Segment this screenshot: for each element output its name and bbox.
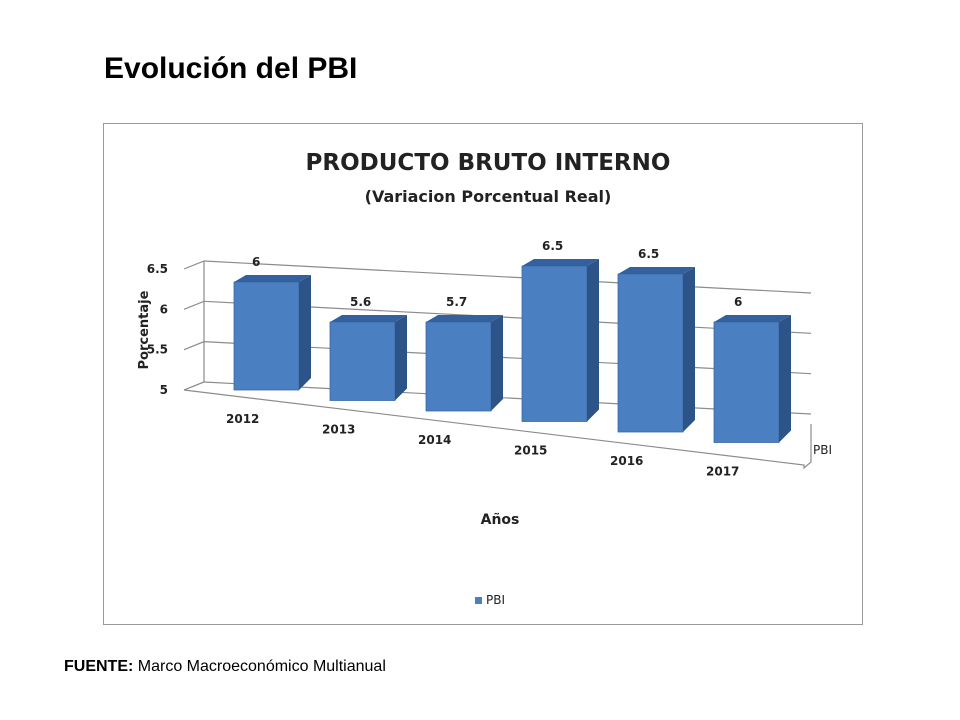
category-label: 2014 xyxy=(418,433,451,447)
legend-label: PBI xyxy=(486,593,505,607)
data-label: 6 xyxy=(252,255,260,269)
bar-top xyxy=(618,267,695,274)
bar-front xyxy=(617,273,684,433)
category-label: 2016 xyxy=(610,454,643,468)
source-text: Marco Macroeconómico Multianual xyxy=(137,658,386,675)
bar-side xyxy=(587,259,599,422)
bar-front xyxy=(233,281,300,391)
category-label: 2012 xyxy=(226,412,259,426)
bar-side xyxy=(779,315,791,443)
chart-title: PRODUCTO BRUTO INTERNO xyxy=(306,150,671,176)
bar-top xyxy=(522,259,599,266)
bar-front xyxy=(425,321,492,412)
bar-side xyxy=(683,267,695,432)
source-label: FUENTE: xyxy=(64,658,134,675)
y-tick-label: 5 xyxy=(160,383,168,397)
y-tick-label: 5.5 xyxy=(147,343,168,357)
chart-svg: 5 5.5 6 6.5 6 2012 5.6 2013 5.7 2014 6.5 2015 6.5 20… xyxy=(137,150,832,607)
category-label: 2013 xyxy=(322,423,355,437)
bar-top xyxy=(330,315,407,322)
category-label: 2015 xyxy=(514,444,547,458)
bar-top xyxy=(426,315,503,322)
data-label: 5.7 xyxy=(446,295,467,309)
plot-floor-edge xyxy=(183,389,812,470)
bar-top xyxy=(714,315,791,322)
data-label: 5.6 xyxy=(350,295,371,309)
chart-subtitle: (Variacion Porcentual Real) xyxy=(365,187,612,206)
y-tick-label: 6 xyxy=(160,302,168,316)
legend-swatch xyxy=(475,597,482,604)
data-label: 6.5 xyxy=(638,247,659,261)
chart-frame: 5 5.5 6 6.5 6 2012 5.6 2013 5.7 2014 6.5 2015 6.5 20… xyxy=(103,123,863,625)
data-label: 6 xyxy=(734,295,742,309)
bar-front xyxy=(713,321,780,443)
bar-top xyxy=(234,275,311,282)
bar-side xyxy=(491,315,503,411)
page-title: Evolución del PBI xyxy=(104,52,358,85)
category-label: 2017 xyxy=(706,465,739,479)
bar-side xyxy=(395,315,407,401)
x-axis-label: Años xyxy=(481,512,520,528)
y-tick-label: 6.5 xyxy=(147,262,168,276)
depth-axis-label: PBI xyxy=(813,443,832,457)
source-note: FUENTE: Marco Macroeconómico Multianual xyxy=(64,658,386,676)
data-label: 6.5 xyxy=(542,239,563,253)
bar-front xyxy=(329,321,396,401)
bar-front xyxy=(521,265,588,422)
plot-wall-edge xyxy=(183,261,205,391)
y-axis-label: Porcentaje xyxy=(137,290,152,369)
bar-side xyxy=(299,275,311,390)
